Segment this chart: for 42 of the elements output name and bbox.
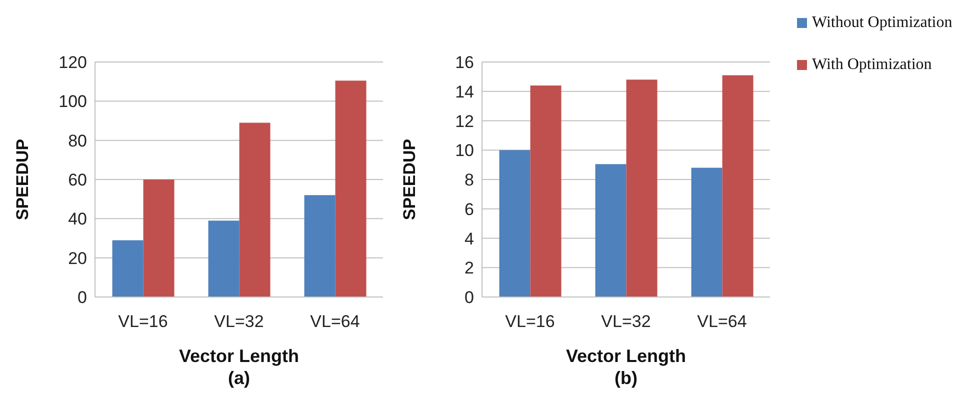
x-tick-label: VL=64 [310, 312, 360, 332]
y-tick-label: 0 [464, 288, 474, 308]
y-axis-title: SPEEDUP [400, 138, 420, 220]
y-tick-label: 80 [68, 131, 87, 150]
bar [112, 240, 144, 297]
y-tick-label: 14 [455, 82, 474, 102]
y-tick-label: 4 [464, 229, 474, 248]
legend-label: With Optimization [812, 56, 932, 74]
y-tick-label: 6 [464, 200, 474, 219]
bar [239, 122, 270, 297]
legend-label: Without Optimization [812, 14, 952, 32]
x-tick-label: VL=32 [601, 312, 651, 332]
bar [208, 220, 240, 297]
y-axis-title: SPEEDUP [13, 138, 32, 220]
y-tick-label: 16 [455, 53, 474, 72]
bar [304, 195, 336, 297]
x-axis-title: Vector Length [178, 345, 300, 367]
y-tick-label: 0 [78, 288, 87, 308]
bar [530, 86, 562, 297]
x-axis-title: Vector Length [564, 345, 687, 367]
y-tick-label: 120 [58, 53, 87, 72]
x-tick-label: VL=32 [214, 312, 264, 332]
y-tick-label: 2 [464, 258, 474, 278]
bar [691, 168, 722, 297]
bar [595, 164, 626, 297]
text: (a) [227, 367, 251, 389]
y-tick-label: 100 [58, 92, 87, 112]
y-tick-label: 8 [464, 170, 474, 190]
bar [335, 80, 366, 297]
bar [626, 80, 658, 297]
x-tick-label: VL=64 [697, 312, 747, 332]
y-tick-label: 12 [455, 112, 474, 131]
bar [499, 150, 530, 297]
bar [722, 75, 754, 297]
y-tick-label: 10 [455, 141, 474, 160]
y-tick-label: 60 [68, 170, 87, 190]
x-tick-label: VL=16 [505, 312, 555, 332]
bar [143, 180, 174, 297]
y-tick-label: 20 [68, 248, 87, 268]
x-tick-label: VL=16 [118, 312, 168, 332]
text: (b) [614, 367, 638, 389]
y-tick-label: 40 [68, 210, 87, 229]
